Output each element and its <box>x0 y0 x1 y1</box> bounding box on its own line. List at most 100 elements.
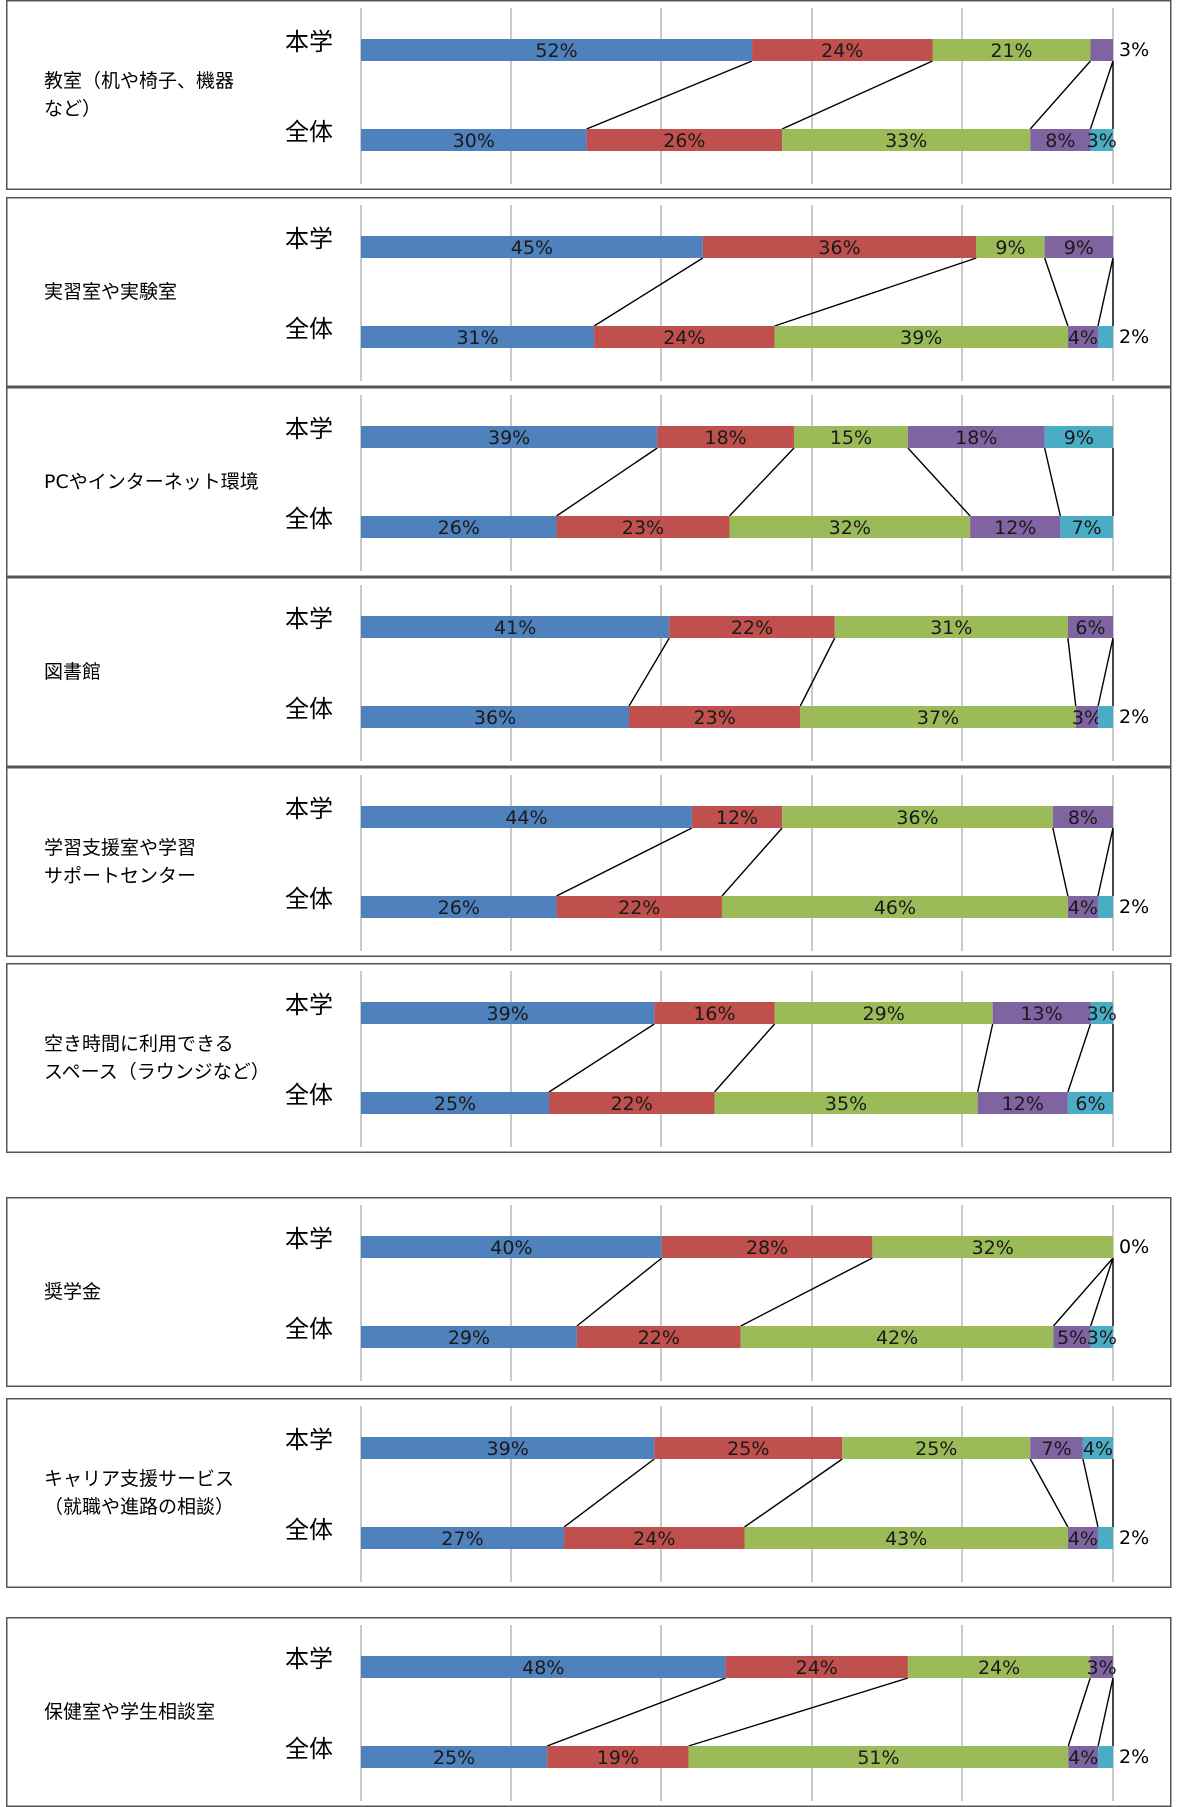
data-label: 4% <box>1083 1438 1113 1460</box>
row-label: 全体 <box>285 505 333 533</box>
bar-segment <box>1044 426 1113 448</box>
bar-segment <box>361 326 595 348</box>
data-label: 35% <box>825 1093 867 1115</box>
bar-segment <box>594 326 775 348</box>
panel-svg: 保健室や学生相談室 本学 48% 24% 24% 3% 全体 25% 19% 51% 4% 2% <box>6 1617 1172 1807</box>
data-label: 2% <box>1119 706 1149 728</box>
data-label: 26% <box>663 130 705 152</box>
data-label: 43% <box>885 1528 927 1550</box>
panel-svg: キャリア支援サービス （就職や進路の相談） 本学 39% 25% 25% 7% 4% 全体 27%… <box>6 1398 1172 1588</box>
category-label: サポートセンター <box>44 865 196 887</box>
bar-segment <box>1068 1746 1099 1768</box>
data-label: 48% <box>522 1657 564 1679</box>
bar-segment <box>1060 516 1113 538</box>
data-label: 29% <box>863 1003 905 1025</box>
connector-line <box>1043 447 1062 517</box>
data-label: 16% <box>693 1003 735 1025</box>
data-label: 3% <box>1087 1657 1117 1679</box>
row-label: 本学 <box>285 225 333 253</box>
bar-segment <box>691 806 783 828</box>
bar-segment <box>556 516 730 538</box>
row-label: 全体 <box>285 315 333 343</box>
bar-segment <box>654 1002 775 1024</box>
data-label: 36% <box>474 707 516 729</box>
connector-line <box>563 1458 655 1528</box>
bar-segment <box>1090 1002 1113 1024</box>
connector-line <box>576 1257 663 1327</box>
bar-segment <box>932 39 1091 61</box>
bar-segment <box>977 1092 1068 1114</box>
row-label: 全体 <box>285 885 333 913</box>
data-label: 8% <box>1045 130 1075 152</box>
connector-line <box>1097 257 1114 327</box>
data-label: 40% <box>490 1237 532 1259</box>
bar-segment <box>834 616 1068 638</box>
data-label: 3% <box>1087 1327 1117 1349</box>
data-label: 4% <box>1068 1747 1098 1769</box>
row-label: 全体 <box>285 1315 333 1343</box>
connector-line <box>781 60 933 130</box>
data-label: 21% <box>990 40 1032 62</box>
panel-svg: 実習室や実験室 本学 45% 36% 9% 9% 全体 31% 24% 39% 4% 2% <box>6 197 1172 387</box>
data-label: 3% <box>1087 1003 1117 1025</box>
data-label: 22% <box>731 617 773 639</box>
data-label: 22% <box>638 1327 680 1349</box>
data-label: 19% <box>597 1747 639 1769</box>
bar-segment <box>361 426 658 448</box>
data-label: 51% <box>857 1747 899 1769</box>
bar-segment <box>1097 326 1113 348</box>
row-label: 本学 <box>285 991 333 1019</box>
data-label: 29% <box>448 1327 490 1349</box>
row-label: 本学 <box>285 1645 333 1673</box>
bar-segment <box>1090 129 1113 151</box>
data-label: 39% <box>900 327 942 349</box>
bar-segment <box>361 1437 655 1459</box>
panel-frame <box>6 1197 1172 1387</box>
data-label: 4% <box>1068 897 1098 919</box>
bar-segment <box>1067 896 1098 918</box>
bar-segment <box>1067 326 1098 348</box>
chart-panel: PCやインターネット環境 本学 39% 18% 15% 18% 9% 全体 26% 23% 32% 1… <box>6 387 1178 577</box>
category-label: スペース（ラウンジなど） <box>44 1061 270 1083</box>
row-label: 全体 <box>285 1081 333 1109</box>
bar-segment <box>361 706 630 728</box>
data-label: 24% <box>978 1657 1020 1679</box>
data-label: 25% <box>433 1747 475 1769</box>
bar-segment <box>361 516 557 538</box>
connector-line <box>976 1023 994 1093</box>
bar-segment <box>744 1527 1068 1549</box>
panel-frame <box>6 963 1172 1153</box>
bar-segment <box>556 896 722 918</box>
data-label: 4% <box>1068 1528 1098 1550</box>
bar-segment <box>361 1527 565 1549</box>
bar-segment <box>1075 706 1099 728</box>
bar-segment <box>702 236 977 258</box>
connector-line <box>556 447 658 517</box>
panel-frame <box>6 577 1172 767</box>
chart-panel: 空き時間に利用できる スペース（ラウンジなど） 本学 39% 16% 29% 13% 3% 全体… <box>6 963 1178 1153</box>
bar-segment <box>657 426 794 448</box>
category-label: 空き時間に利用できる <box>44 1033 234 1055</box>
data-label: 8% <box>1068 807 1098 829</box>
category-label: 図書館 <box>44 661 101 683</box>
data-label: 23% <box>622 517 664 539</box>
bar-segment <box>361 806 692 828</box>
data-label: 24% <box>821 40 863 62</box>
bar-segment <box>976 236 1045 258</box>
bar-segment <box>654 1437 843 1459</box>
connector-line <box>907 447 971 517</box>
row-label: 全体 <box>285 1735 333 1763</box>
connector-line <box>548 1023 655 1093</box>
chart-panel: 保健室や学生相談室 本学 48% 24% 24% 3% 全体 25% 19% 51% 4% 2% <box>6 1617 1178 1807</box>
category-label: PCやインターネット環境 <box>44 471 259 493</box>
data-label: 30% <box>453 130 495 152</box>
data-label: 39% <box>488 427 530 449</box>
connector-line <box>1029 1458 1069 1528</box>
connector-line <box>1097 637 1114 707</box>
row-label: 本学 <box>285 795 333 823</box>
row-label: 本学 <box>285 28 333 56</box>
connector-line <box>1097 827 1114 897</box>
data-label: 45% <box>511 237 553 259</box>
